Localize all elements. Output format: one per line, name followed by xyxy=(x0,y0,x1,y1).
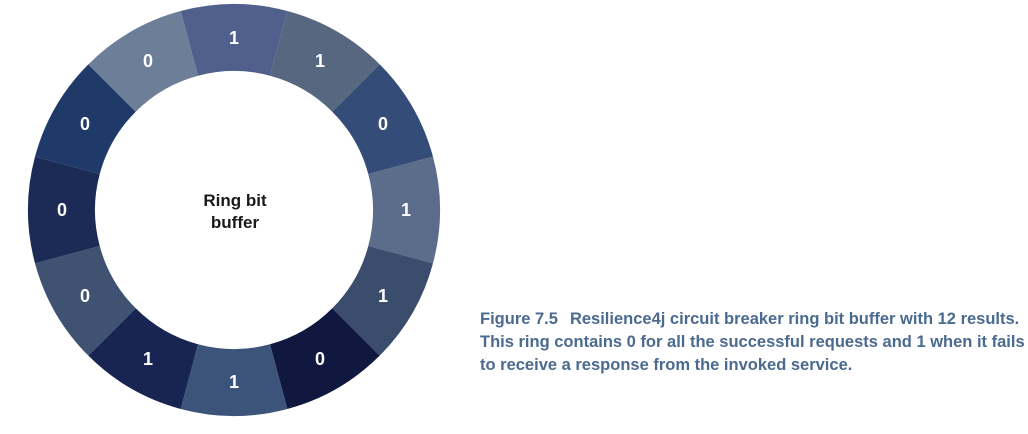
ring-segment xyxy=(88,11,199,112)
caption-text: Resilience4j circuit breaker ring bit bu… xyxy=(480,310,1025,374)
ring-segment-bit-label: 1 xyxy=(401,200,411,220)
ring-bit-buffer-diagram: 1 1 0 1 1 0 1 1 0 0 0 0 xyxy=(28,3,440,416)
ring-segment xyxy=(368,156,440,264)
ring-segment xyxy=(35,245,136,356)
ring-segment-bit-label: 0 xyxy=(143,51,153,71)
ring-segment xyxy=(35,64,136,175)
ring-segment xyxy=(332,64,433,175)
ring-segment-bit-label: 0 xyxy=(378,114,388,134)
ring-segment xyxy=(332,245,433,356)
ring-segment-bit-label: 1 xyxy=(143,349,153,369)
ring-segment-bit-label: 0 xyxy=(80,114,90,134)
center-label-line-1: Ring bit xyxy=(203,191,267,210)
ring-segment xyxy=(180,344,288,416)
ring-segment-bit-label: 1 xyxy=(378,286,388,306)
figure-caption: Figure 7.5 Resilience4j circuit breaker r… xyxy=(480,308,1025,377)
ring-segment-bit-label: 0 xyxy=(315,349,325,369)
ring-segment xyxy=(269,308,380,409)
ring-segment-bit-label: 1 xyxy=(229,28,239,48)
ring-segment xyxy=(88,308,199,409)
ring-segment-bit-label: 1 xyxy=(229,372,239,392)
ring-segment xyxy=(28,156,100,264)
ring-segment-bit-label: 1 xyxy=(315,51,325,71)
ring-segment-bit-label: 0 xyxy=(80,286,90,306)
ring-segment-bit-label: 0 xyxy=(57,200,67,220)
figure-number: Figure 7.5 xyxy=(480,310,558,328)
center-label-line-2: buffer xyxy=(210,213,260,232)
ring-segment xyxy=(180,3,288,76)
ring-center-label: Ring bit buffer xyxy=(167,190,303,234)
ring-segment xyxy=(269,11,380,112)
